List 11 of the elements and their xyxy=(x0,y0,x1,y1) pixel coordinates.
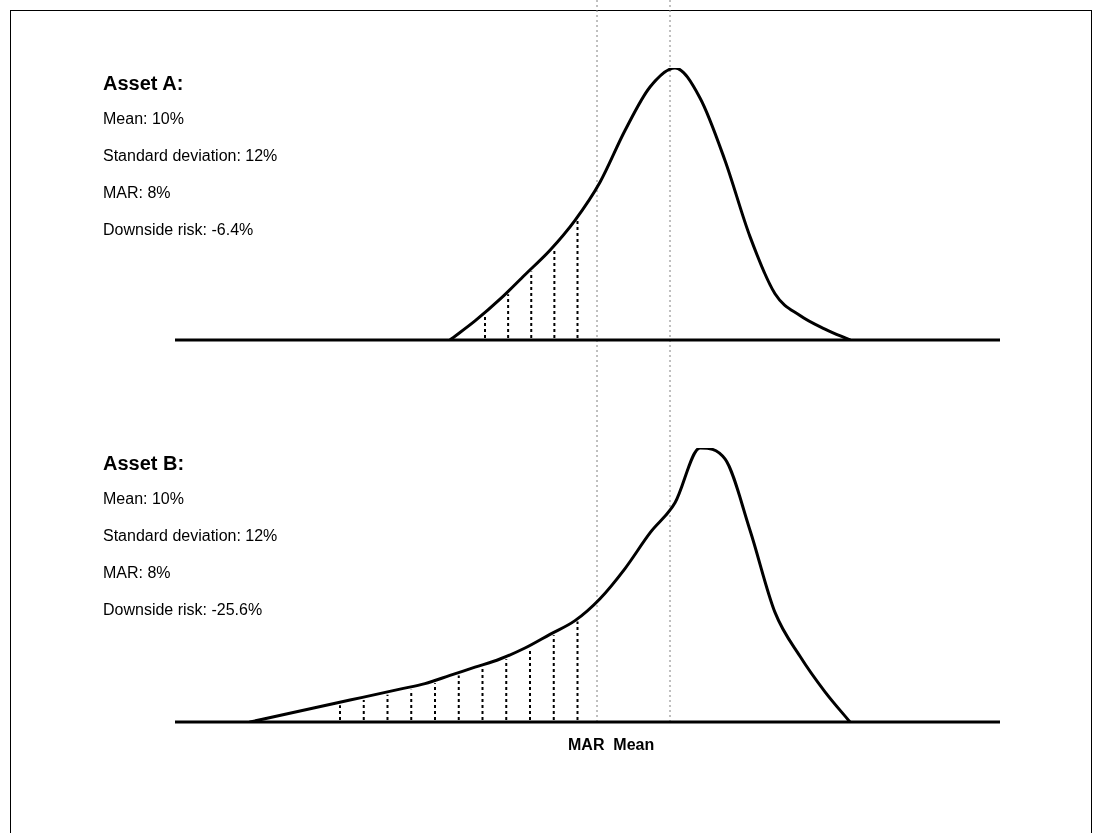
annotation: Standard deviation: 12% xyxy=(103,146,278,166)
chart-title: Asset B: xyxy=(103,452,186,475)
text: MAR: 8% xyxy=(103,183,172,203)
annotation: Downside risk: -6.4% xyxy=(103,220,255,240)
chart-title: Asset A: xyxy=(103,72,185,95)
x-axis-title: MAR Mean xyxy=(568,736,655,754)
annotation: Mean: 10% xyxy=(103,109,185,129)
annotation: Downside risk: -25.6% xyxy=(103,600,264,620)
text: MAR: 8% xyxy=(103,563,172,583)
annotation: Mean: 10% xyxy=(103,489,185,509)
annotation: Standard deviation: 12% xyxy=(103,526,278,546)
